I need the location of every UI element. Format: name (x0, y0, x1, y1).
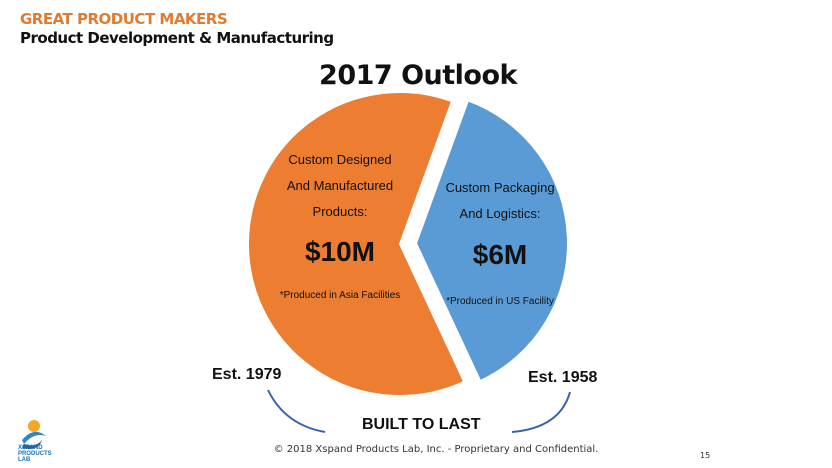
page-number: 15 (700, 451, 711, 460)
chart-title: 2017 Outlook (319, 60, 517, 91)
arc-right (511, 391, 571, 433)
est-right: Est. 1958 (528, 369, 598, 386)
company-heading: GREAT PRODUCT MAKERS (20, 10, 228, 28)
slice-desc: And Manufactured (286, 178, 394, 193)
slice-label-blue: Custom Packaging And Logistics: (430, 175, 570, 227)
xspand-logo-icon (22, 420, 46, 449)
arc-left (267, 389, 326, 433)
slice-value-blue: $6M (472, 239, 528, 270)
slice-desc: Products: (312, 204, 368, 219)
slice-note-orange: *Produced in Asia Facilities (279, 290, 401, 301)
slide-subtitle: Product Development & Manufacturing (20, 29, 334, 47)
built-to-last: BUILT TO LAST (362, 416, 481, 433)
slice-note-blue: *Produced in US Facility (446, 296, 554, 307)
est-left: Est. 1979 (212, 366, 282, 383)
pie-slice-packaging-logistics (414, 99, 569, 383)
slice-label-orange: Custom Designed And Manufactured Product… (265, 147, 415, 225)
pie-slice-designed-products (247, 91, 466, 397)
copyright: © 2018 Xspand Products Lab, Inc. - Propr… (273, 444, 599, 455)
slice-desc: Custom Designed (288, 152, 392, 167)
slice-desc: And Logistics: (459, 206, 541, 221)
logo-text: XSPAND PRODUCTS LAB (18, 445, 52, 463)
slice-desc: Custom Packaging (445, 180, 555, 195)
slice-value-orange: $10M (304, 236, 376, 267)
